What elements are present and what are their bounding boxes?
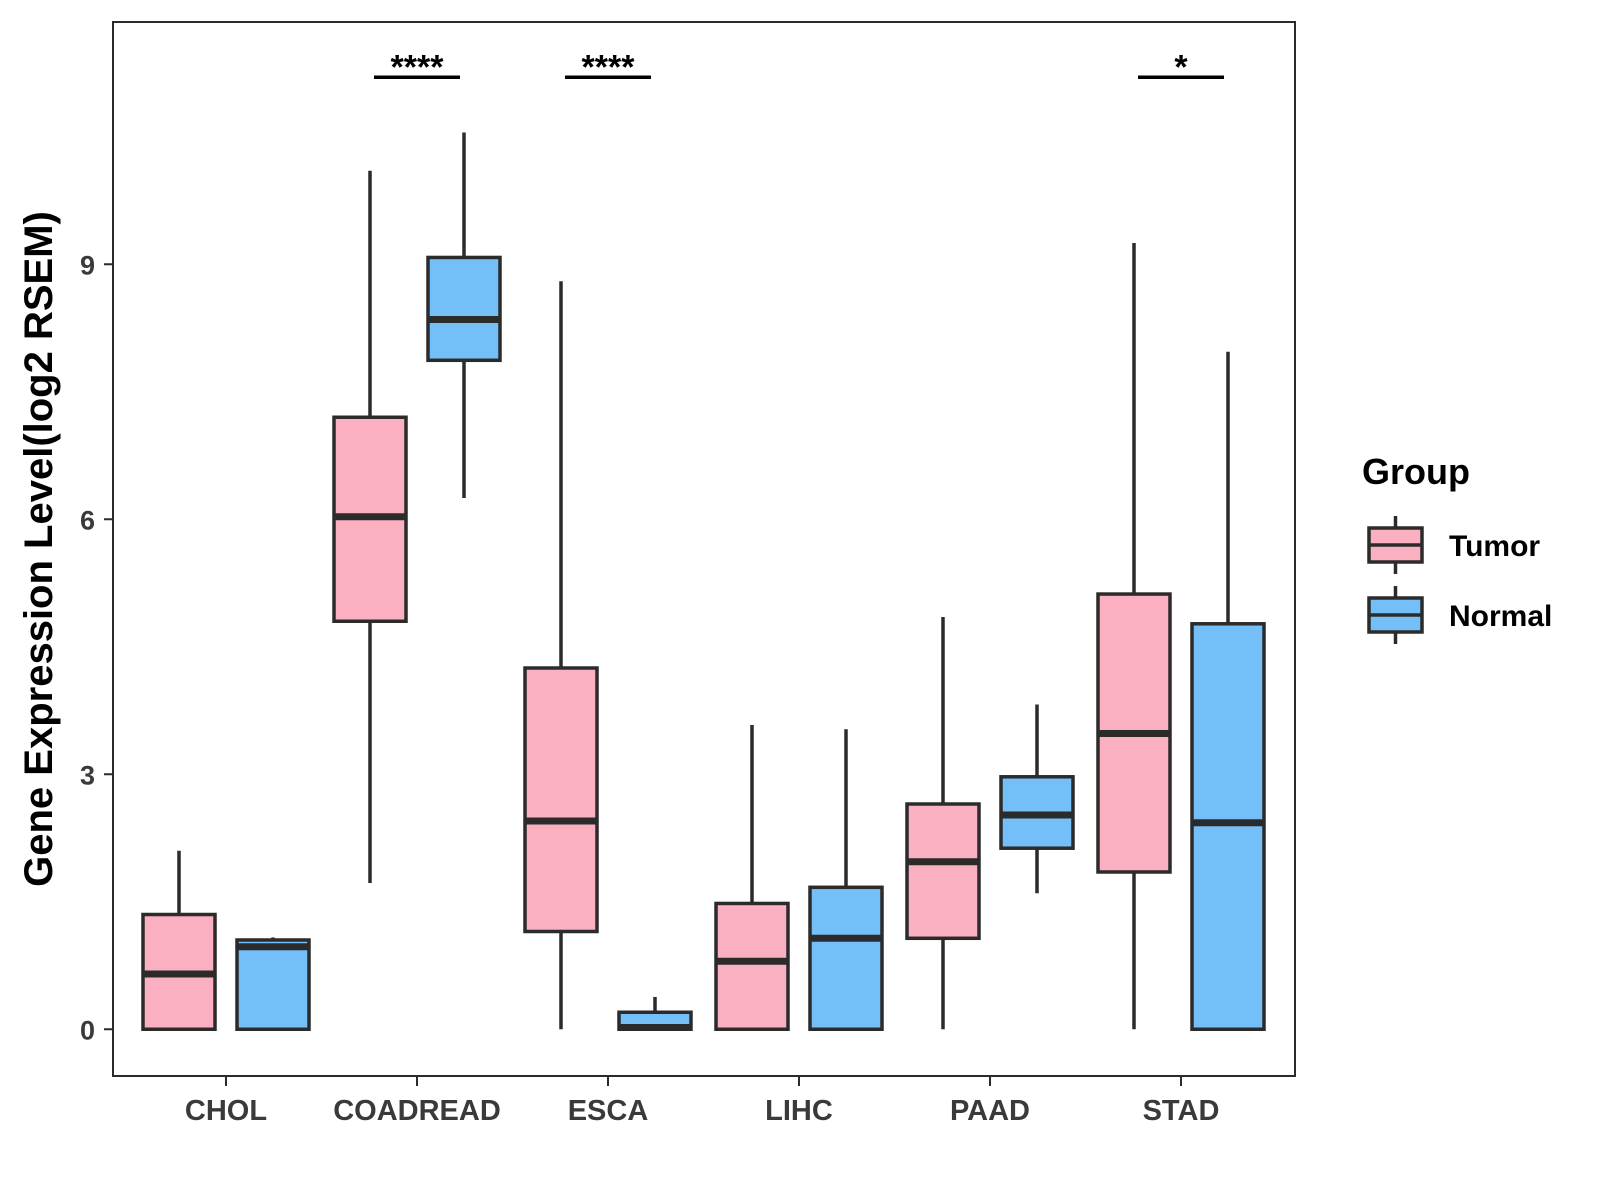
x-tick-label-paad: PAAD [950,1095,1030,1127]
box-coadread-normal [426,132,502,498]
box-body [714,901,790,1032]
significance-stad: * [1138,48,1224,86]
box-chol-tumor [141,850,217,1031]
y-tick-label-6: 6 [80,505,95,535]
significance-esca: **** [565,48,651,86]
legend-entry-normal: Normal [1367,586,1552,644]
box-paad-tumor [905,617,981,1030]
x-tick-label-chol: CHOL [185,1095,267,1127]
x-tick-label-lihc: LIHC [765,1095,833,1127]
box-coadread-tumor [332,170,408,884]
box-lihc-tumor [714,724,790,1032]
box-body [905,802,981,941]
y-tick-label-0: 0 [80,1015,95,1045]
legend: Group Tumor Normal [1362,451,1552,644]
box-lihc-normal [808,729,884,1031]
axes: 0 3 6 9 CHOL COADREAD ESCA LIHC PAAD STAD [80,250,1219,1127]
legend-label-tumor: Tumor [1449,530,1540,563]
significance-label: **** [391,48,445,86]
box-body [426,255,502,363]
box-stad-normal [1190,351,1266,1031]
x-tick-label-esca: ESCA [568,1095,649,1127]
box-body [808,885,884,1031]
box-body [235,938,311,1031]
plot-panel-border [112,21,1296,1077]
box-stad-tumor [1096,243,1172,1030]
significance-coadread: **** [374,48,460,86]
x-tick-label-stad: STAD [1143,1095,1220,1127]
y-axis-title: Gene Expression Level(log2 RSEM) [17,211,61,887]
legend-label-normal: Normal [1449,600,1552,633]
significance-label: * [1174,48,1188,86]
y-tick-label-3: 3 [80,760,95,790]
significance-label: **** [582,48,636,86]
legend-entry-tumor: Tumor [1367,516,1540,574]
x-tick-label-coadread: COADREAD [333,1095,501,1127]
box-chol-normal [235,937,311,1031]
box-esca-normal [617,996,693,1032]
y-tick-label-9: 9 [80,250,95,280]
box-esca-tumor [523,281,599,1030]
plot-area: **** **** * [141,48,1266,1032]
box-body [1190,622,1266,1031]
box-body [523,666,599,934]
legend-title: Group [1362,451,1470,492]
box-paad-normal [999,704,1075,894]
